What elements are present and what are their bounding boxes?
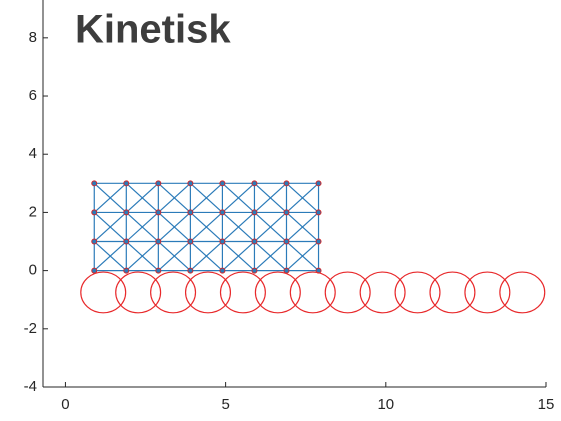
wheel [394,271,441,314]
wheel [359,271,406,314]
spring [93,182,127,213]
wheel [429,271,476,314]
node [155,180,162,187]
spring [157,211,191,242]
spring [125,182,159,213]
node [219,238,226,245]
spring [157,241,191,272]
node [155,238,162,245]
spring [189,241,223,272]
spring [286,211,319,242]
spring [125,241,159,272]
chart-title: Kinetisk [75,8,231,52]
node [219,180,226,187]
x-tick-label: 10 [377,396,394,413]
spring [286,182,319,213]
x-tick-label: 0 [61,396,69,413]
node [123,209,130,216]
y-tick-label: 2 [29,203,37,220]
spring [93,211,127,242]
node [251,267,258,274]
spring [93,241,127,272]
node [187,238,194,245]
node [219,209,226,216]
x-tick-label: 5 [221,396,229,413]
node [219,267,226,274]
wheel [464,271,511,314]
node [315,180,322,187]
plot-area [80,180,546,314]
node [187,209,194,216]
node [283,238,290,245]
node [123,180,130,187]
wheel [184,271,232,314]
spring [222,241,255,272]
spring [254,211,287,242]
node [123,267,130,274]
y-tick-label: -4 [24,378,37,395]
node [187,180,194,187]
node [251,238,258,245]
wheel [80,271,127,314]
node [155,209,162,216]
y-tick-label: 6 [29,87,37,104]
wheel [219,271,266,314]
wheel [289,271,336,314]
spring [189,211,223,242]
spring [189,182,223,213]
node [251,180,258,187]
spring [222,211,255,242]
wheel [150,271,197,314]
y-tick-label: 4 [29,145,37,162]
x-tick-label: 15 [538,396,555,413]
spring [222,182,255,213]
node [91,267,98,274]
node [91,238,98,245]
spring [286,241,319,272]
node [315,209,322,216]
y-tick-label: 0 [29,262,37,279]
node [283,180,290,187]
spring [254,182,287,213]
wheel [499,271,546,314]
wheel [324,271,371,314]
spring [125,211,159,242]
wheel [115,271,162,314]
node [283,267,290,274]
spring [254,241,287,272]
node [251,209,258,216]
wheel [254,271,301,314]
node [187,267,194,274]
spring [157,182,191,213]
node [155,267,162,274]
y-tick-label: 8 [29,29,37,46]
node [283,209,290,216]
node [315,238,322,245]
node [91,180,98,187]
node [123,238,130,245]
y-tick-label: -2 [24,320,37,337]
node [91,209,98,216]
